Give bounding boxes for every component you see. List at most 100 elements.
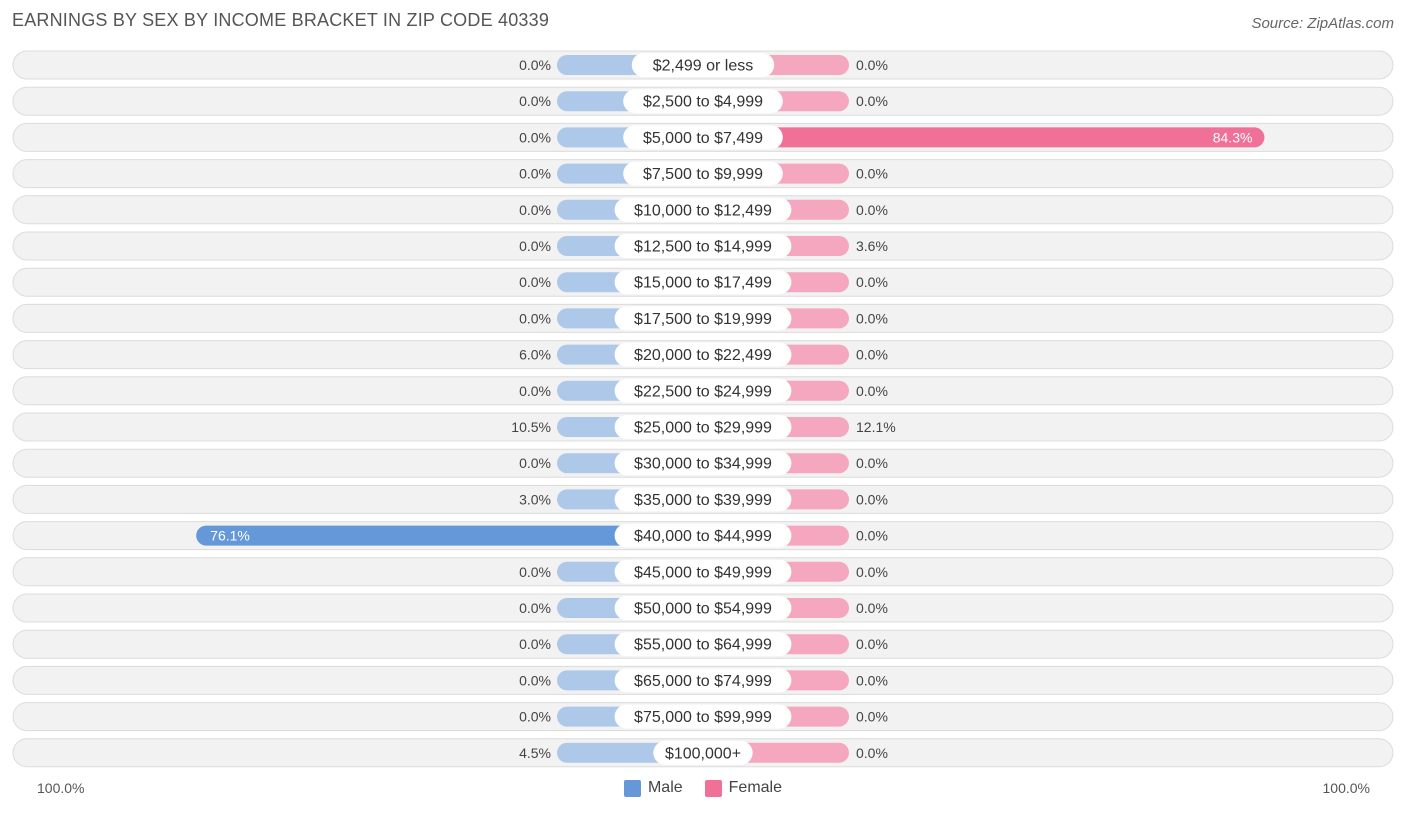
value-label-female: 0.0% (856, 672, 888, 688)
category-label: $17,500 to $19,999 (634, 311, 772, 328)
value-label-male: 0.0% (519, 600, 551, 616)
row-2: $5,000 to $7,499 0.0% 84.3% (12, 122, 1394, 152)
legend: Male Female (0, 779, 1406, 797)
row-15: $50,000 to $54,999 0.0% 0.0% (12, 593, 1394, 623)
value-label-female: 0.0% (856, 202, 888, 218)
category-pill (614, 704, 792, 729)
category-pill (614, 234, 792, 258)
value-label-female: 0.0% (856, 600, 888, 616)
value-label-male: 0.0% (519, 129, 551, 145)
category-pill (614, 342, 792, 367)
category-label: $22,500 to $24,999 (634, 383, 772, 400)
chart-area: $2,499 or less 0.0% 0.0% $2,500 to $4,999 0.… (12, 50, 1394, 768)
row-1: $2,500 to $4,999 0.0% 0.0% (12, 86, 1394, 116)
value-label-male: 0.0% (519, 274, 551, 290)
row-6: $15,000 to $17,499 0.0% 0.0% (12, 267, 1394, 297)
chart-source: Source: ZipAtlas.com (1251, 15, 1394, 32)
value-label-male: 0.0% (519, 310, 551, 326)
value-label-male: 76.1% (210, 528, 250, 544)
category-pill (631, 53, 775, 77)
category-label: $20,000 to $22,499 (634, 347, 772, 364)
row-12: $35,000 to $39,999 3.0% 0.0% (12, 484, 1394, 514)
category-label: $15,000 to $17,499 (634, 275, 772, 292)
row-0: $2,499 or less 0.0% 0.0% (12, 50, 1394, 80)
category-label: $12,500 to $14,999 (634, 239, 772, 256)
category-pill (614, 668, 792, 693)
value-label-female: 0.0% (856, 383, 888, 399)
legend-item-male[interactable]: Male (623, 779, 683, 797)
value-label-male: 4.5% (519, 745, 551, 761)
category-label: $2,499 or less (653, 58, 754, 75)
row-17: $65,000 to $74,999 0.0% 0.0% (12, 665, 1394, 695)
legend-label-female: Female (728, 779, 783, 796)
value-label-male: 0.0% (519, 238, 551, 254)
row-8: $20,000 to $22,499 6.0% 0.0% (12, 340, 1394, 370)
category-label: $30,000 to $34,999 (634, 456, 772, 473)
legend-swatch-female (704, 779, 722, 797)
row-13: $40,000 to $44,999 76.1% 0.0% (12, 521, 1394, 551)
value-label-female: 84.3% (1213, 129, 1253, 145)
category-label: $75,000 to $99,999 (634, 709, 772, 726)
value-label-male: 0.0% (519, 672, 551, 688)
category-pill (623, 89, 783, 114)
value-label-female: 12.1% (856, 419, 896, 435)
value-label-male: 0.0% (519, 636, 551, 652)
value-label-female: 0.0% (856, 709, 888, 725)
value-label-male: 0.0% (519, 455, 551, 471)
category-pill (614, 632, 792, 657)
category-label: $35,000 to $39,999 (634, 492, 772, 509)
category-pill (614, 415, 792, 439)
value-label-female: 0.0% (856, 347, 888, 363)
category-pill (623, 161, 783, 186)
category-label: $7,500 to $9,999 (643, 166, 763, 183)
axis-left-label: 100.0% (37, 780, 85, 796)
category-label: $40,000 to $44,999 (634, 528, 772, 545)
category-label: $65,000 to $74,999 (634, 673, 772, 690)
category-label: $10,000 to $12,499 (634, 202, 772, 219)
chart-title: EARNINGS BY SEX BY INCOME BRACKET IN ZIP… (12, 10, 550, 30)
legend-label-male: Male (647, 779, 683, 796)
value-label-male: 10.5% (511, 419, 551, 435)
value-label-male: 0.0% (519, 57, 551, 73)
category-pill (614, 197, 792, 222)
value-label-female: 0.0% (856, 93, 888, 109)
row-7: $17,500 to $19,999 0.0% 0.0% (12, 303, 1394, 333)
row-18: $75,000 to $99,999 0.0% 0.0% (12, 702, 1394, 732)
category-label: $100,000+ (665, 745, 741, 762)
legend-item-female[interactable]: Female (704, 779, 783, 797)
value-label-female: 0.0% (856, 455, 888, 471)
bar-male (196, 525, 703, 546)
value-label-male: 0.0% (519, 202, 551, 218)
value-label-female: 0.0% (856, 166, 888, 182)
category-pill (614, 378, 792, 403)
legend-swatch-male (623, 779, 641, 797)
row-4: $10,000 to $12,499 0.0% 0.0% (12, 195, 1394, 225)
category-pill (614, 306, 792, 331)
category-label: $50,000 to $54,999 (634, 601, 772, 618)
value-label-male: 0.0% (519, 93, 551, 109)
value-label-male: 0.0% (519, 564, 551, 580)
category-label: $25,000 to $29,999 (634, 420, 772, 437)
value-label-male: 3.0% (519, 491, 551, 507)
category-pill (653, 740, 753, 765)
value-label-male: 0.0% (519, 166, 551, 182)
row-14: $45,000 to $49,999 0.0% 0.0% (12, 557, 1394, 587)
value-label-female: 3.6% (856, 238, 888, 254)
category-pill (614, 451, 792, 476)
category-pill (614, 270, 792, 295)
category-pill (614, 487, 792, 512)
category-pill (623, 125, 783, 150)
category-label: $5,000 to $7,499 (643, 130, 763, 147)
row-9: $22,500 to $24,999 0.0% 0.0% (12, 376, 1394, 406)
bar-female (703, 127, 1265, 148)
category-label: $2,500 to $4,999 (643, 94, 763, 111)
category-label: $45,000 to $49,999 (634, 564, 772, 581)
axis-right-label: 100.0% (1322, 780, 1370, 796)
value-label-female: 0.0% (856, 274, 888, 290)
row-5: $12,500 to $14,999 0.0% 3.6% (12, 231, 1394, 261)
row-19: $100,000+ 4.5% 0.0% (12, 738, 1394, 768)
category-label: $55,000 to $64,999 (634, 637, 772, 654)
value-label-female: 0.0% (856, 564, 888, 580)
row-11: $30,000 to $34,999 0.0% 0.0% (12, 448, 1394, 478)
value-label-female: 0.0% (856, 57, 888, 73)
